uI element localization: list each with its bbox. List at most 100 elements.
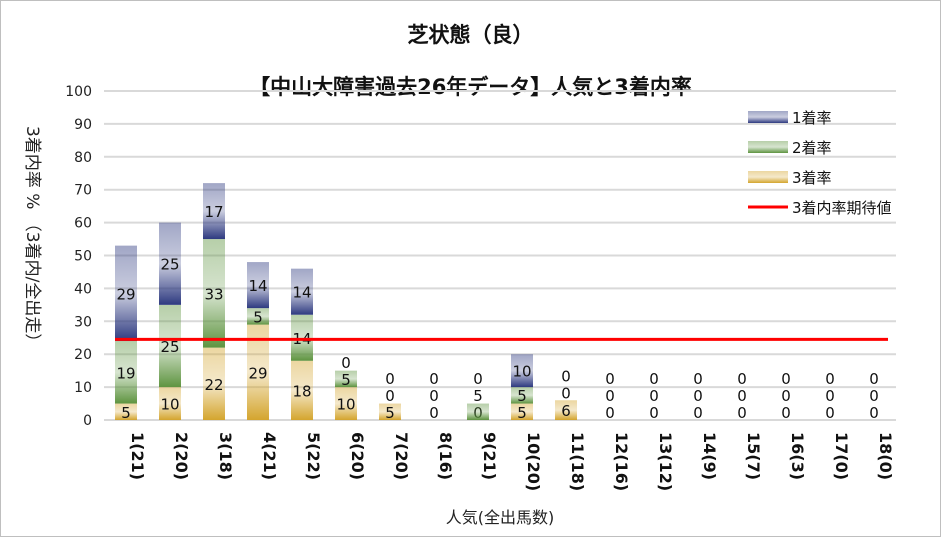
bar-segment-3着率	[335, 387, 357, 420]
y-tick-label: 10	[74, 380, 92, 396]
x-tick-label: 11(18)	[568, 432, 587, 491]
bar-segment-3着率	[291, 360, 313, 420]
bar-segment-1着率	[511, 354, 533, 388]
data-label: 5	[517, 387, 527, 405]
x-tick-label: 6(20)	[348, 432, 367, 480]
y-tick-label: 60	[74, 216, 92, 232]
data-label: 0	[781, 387, 791, 405]
data-label: 10	[336, 396, 355, 414]
chart-title: 芝状態（良）	[407, 23, 534, 47]
legend-label: 3着率	[792, 169, 832, 187]
y-tick-label: 40	[74, 281, 92, 297]
data-label: 18	[292, 382, 311, 400]
y-tick-label: 100	[65, 84, 92, 100]
y-tick-label: 20	[74, 347, 92, 363]
data-label: 0	[605, 387, 615, 405]
x-tick-label: 2(20)	[172, 432, 191, 480]
x-tick-label: 16(3)	[788, 432, 807, 480]
y-tick-label: 30	[74, 314, 92, 330]
data-label: 5	[121, 404, 131, 422]
data-label: 0	[781, 404, 791, 422]
data-label: 5	[341, 371, 351, 389]
data-label: 0	[737, 387, 747, 405]
data-label: 0	[649, 370, 659, 388]
legend-swatch	[748, 141, 788, 153]
data-label: 10	[512, 363, 531, 381]
bar-segment-1着率	[115, 245, 137, 342]
data-label: 5	[473, 387, 483, 405]
data-label: 19	[116, 364, 135, 382]
x-tick-label: 7(20)	[392, 432, 411, 480]
chart-subtitle: 【中山大障害過去26年データ】人気と3着内率	[249, 75, 692, 99]
data-label: 0	[649, 404, 659, 422]
x-tick-label: 10(20)	[524, 432, 543, 491]
data-label: 0	[737, 404, 747, 422]
bar-segment-1着率	[247, 262, 269, 309]
bar-segment-2着率	[511, 387, 533, 404]
legend-label: 2着率	[792, 139, 832, 157]
data-label: 0	[781, 370, 791, 388]
x-tick-label: 1(21)	[128, 432, 147, 480]
x-tick-label: 9(21)	[480, 432, 499, 480]
data-label: 0	[385, 387, 395, 405]
data-label: 0	[649, 387, 659, 405]
y-axis-label: 3着内率 % （3着内/全出走）	[22, 126, 42, 350]
x-tick-label: 5(22)	[304, 432, 323, 480]
y-tick-label: 70	[74, 183, 92, 199]
data-label: 0	[473, 370, 483, 388]
data-label: 0	[429, 387, 439, 405]
x-tick-label: 12(16)	[612, 432, 631, 491]
x-axis-label: 人気(全出馬数)	[446, 508, 555, 527]
legend-swatch	[748, 171, 788, 183]
data-label: 0	[605, 370, 615, 388]
data-label: 0	[385, 370, 395, 388]
data-label: 0	[825, 404, 835, 422]
bar-segment-1着率	[291, 268, 313, 315]
data-label: 0	[737, 370, 747, 388]
bar-segment-2着率	[159, 304, 181, 388]
bar-segment-1着率	[159, 222, 181, 305]
data-label: 10	[160, 396, 179, 414]
data-label: 0	[693, 387, 703, 405]
data-label: 0	[693, 404, 703, 422]
legend-swatch	[748, 111, 788, 123]
bar-segment-2着率	[467, 403, 489, 420]
data-label: 0	[869, 370, 879, 388]
y-tick-label: 50	[74, 249, 92, 265]
x-tick-label: 15(7)	[744, 432, 763, 480]
data-label: 33	[204, 285, 223, 303]
bar-segment-3着率	[511, 403, 533, 420]
bar-segment-3着率	[555, 400, 577, 420]
data-label: 0	[825, 370, 835, 388]
y-tick-label: 0	[83, 413, 92, 429]
x-tick-label: 8(16)	[436, 432, 455, 480]
x-tick-label: 14(9)	[700, 432, 719, 480]
data-label: 0	[429, 404, 439, 422]
bar-segment-2着率	[115, 341, 137, 404]
data-label: 0	[869, 404, 879, 422]
data-label: 5	[253, 308, 263, 326]
bar-segment-1着率	[203, 183, 225, 240]
data-label: 25	[160, 338, 179, 356]
bar-segment-3着率	[203, 347, 225, 420]
data-label: 22	[204, 376, 223, 394]
x-tick-label: 17(0)	[832, 432, 851, 480]
bar-segment-3着率	[115, 403, 137, 420]
bar-segment-2着率	[203, 239, 225, 348]
data-label: 14	[248, 277, 267, 295]
data-label: 6	[561, 402, 571, 420]
data-label: 0	[341, 354, 351, 372]
y-tick-label: 90	[74, 117, 92, 133]
legend-label: 3着内率期待値	[792, 199, 892, 217]
bar-segment-3着率	[379, 403, 401, 420]
data-label: 0	[693, 370, 703, 388]
bar-segment-2着率	[291, 314, 313, 361]
x-tick-label: 3(18)	[216, 432, 235, 480]
data-label: 29	[116, 285, 135, 303]
bar-segment-2着率	[247, 308, 269, 325]
data-label: 5	[385, 404, 395, 422]
bar-segment-2着率	[335, 370, 357, 388]
data-label: 5	[517, 404, 527, 422]
